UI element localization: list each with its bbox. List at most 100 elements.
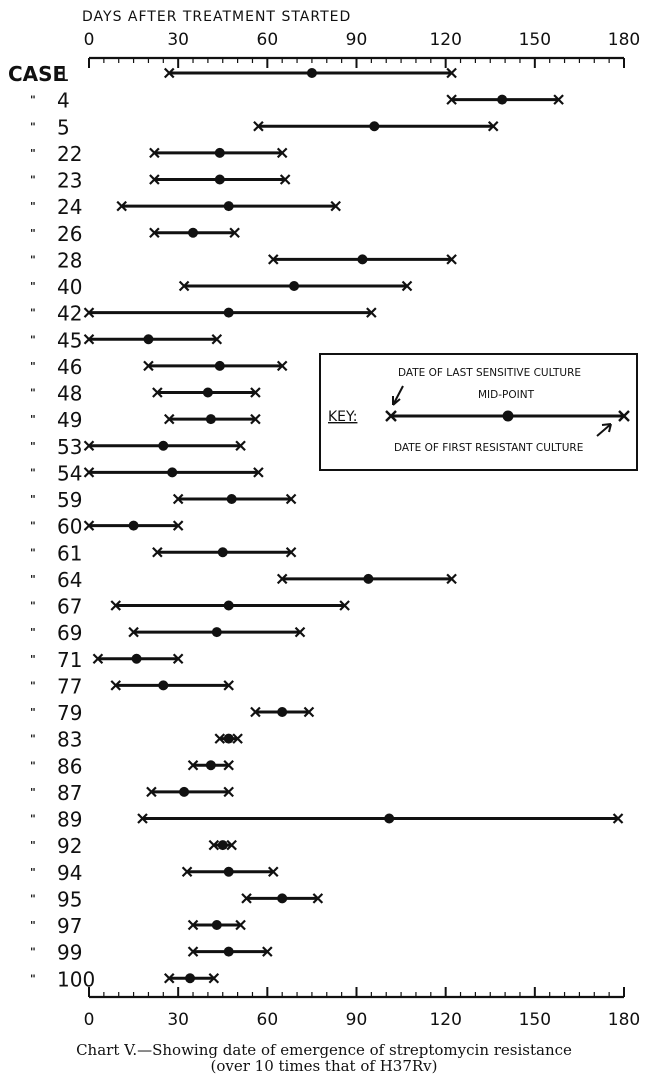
- ditto-mark: ": [30, 387, 36, 400]
- bottom-tick-label: 120: [429, 1010, 461, 1030]
- table-row: " 42: [30, 302, 377, 326]
- first-resistant-cross-icon: [276, 147, 288, 159]
- mid-point-dot-icon: [277, 893, 288, 904]
- last-sensitive-cross-icon: [214, 733, 226, 744]
- key-end-cross-icon: [618, 410, 630, 422]
- table-row: " 89: [30, 808, 624, 832]
- first-resistant-cross-icon: [211, 333, 223, 345]
- table-row: " 100: [30, 967, 220, 991]
- table-row: " 59: [30, 488, 297, 512]
- table-row: " 87: [30, 781, 234, 805]
- table-row: " 97: [30, 914, 246, 938]
- last-sensitive-cross-icon: [250, 706, 261, 718]
- first-resistant-cross-icon: [330, 200, 341, 212]
- ditto-mark: ": [30, 573, 36, 586]
- table-row: " 23: [30, 169, 291, 193]
- last-sensitive-cross-icon: [446, 94, 457, 105]
- mid-point-dot-icon: [223, 201, 234, 212]
- table-row: " 45: [30, 328, 223, 352]
- case-label: 46: [57, 355, 82, 379]
- key-last-sensitive-label: DATE OF LAST SENSITIVE CULTURE: [398, 367, 581, 379]
- last-sensitive-cross-icon: [253, 120, 264, 132]
- last-sensitive-cross-icon: [172, 493, 184, 505]
- case-label: 22: [57, 142, 82, 166]
- case-label: 59: [57, 488, 82, 512]
- ditto-mark: ": [30, 679, 36, 692]
- table-row: " 64: [30, 568, 457, 592]
- table-row: " 71: [30, 648, 184, 672]
- case-label: 71: [57, 648, 82, 672]
- table-row: " 22: [30, 142, 288, 166]
- table-row: " 40: [30, 275, 413, 299]
- ditto-mark: ": [30, 626, 36, 639]
- first-resistant-cross-icon: [312, 893, 324, 904]
- first-resistant-cross-icon: [366, 307, 377, 318]
- last-sensitive-cross-icon: [181, 866, 193, 878]
- case-label: 92: [57, 834, 82, 858]
- table-row: " 24: [30, 195, 341, 219]
- table-row: " 79: [30, 701, 315, 725]
- key-title: KEY:: [328, 409, 357, 425]
- first-resistant-cross-icon: [250, 387, 261, 398]
- last-sensitive-cross-icon: [110, 600, 122, 611]
- case-label: 23: [57, 169, 82, 193]
- mid-point-dot-icon: [202, 387, 213, 398]
- key-arrow-down-icon: [392, 385, 404, 406]
- top-tick-label: 150: [519, 30, 551, 50]
- table-row: " 86: [30, 754, 234, 778]
- last-sensitive-cross-icon: [83, 333, 95, 345]
- last-sensitive-cross-icon: [116, 200, 127, 212]
- case-label: 28: [57, 248, 82, 272]
- last-sensitive-cross-icon: [149, 227, 160, 239]
- bottom-tick-label: 0: [84, 1010, 95, 1030]
- ditto-mark: ": [30, 520, 36, 533]
- key-start-cross-icon: [385, 410, 397, 422]
- last-sensitive-cross-icon: [178, 280, 190, 292]
- first-resistant-cross-icon: [612, 813, 624, 824]
- mid-point-dot-icon: [384, 813, 395, 824]
- table-row: " 5: [30, 115, 499, 139]
- first-resistant-cross-icon: [446, 254, 457, 265]
- last-sensitive-cross-icon: [128, 626, 139, 638]
- ditto-mark: ": [30, 280, 36, 293]
- case-label: 77: [57, 674, 82, 698]
- top-tick-label: 90: [346, 30, 368, 50]
- first-resistant-cross-icon: [303, 706, 315, 718]
- mid-point-dot-icon: [217, 547, 228, 558]
- last-sensitive-cross-icon: [208, 839, 220, 851]
- ditto-mark: ": [30, 120, 36, 133]
- key-first-resistant-label: DATE OF FIRST RESISTANT CULTURE: [394, 442, 583, 454]
- mid-point-dot-icon: [131, 653, 142, 664]
- case-label: 69: [57, 621, 82, 645]
- table-row: " 53: [30, 435, 246, 459]
- table-row: " 54: [30, 461, 264, 485]
- first-resistant-cross-icon: [253, 467, 264, 478]
- caption-line-2: (over 10 times that of H37Rv): [210, 1057, 438, 1075]
- first-resistant-cross-icon: [446, 67, 457, 79]
- ditto-mark: ": [30, 972, 36, 985]
- table-row: " 77: [30, 674, 234, 698]
- ditto-mark: ": [30, 653, 36, 666]
- table-row: " 94: [30, 861, 279, 885]
- last-sensitive-cross-icon: [83, 467, 95, 478]
- first-resistant-cross-icon: [279, 174, 291, 185]
- case-label: 95: [57, 887, 82, 911]
- first-resistant-cross-icon: [223, 759, 234, 771]
- case-label: 64: [57, 568, 82, 592]
- case-label: 94: [57, 861, 82, 885]
- first-resistant-cross-icon: [339, 600, 350, 611]
- first-resistant-cross-icon: [401, 280, 413, 292]
- first-resistant-cross-icon: [285, 546, 297, 558]
- case-label: 61: [57, 541, 82, 565]
- mid-point-dot-icon: [214, 174, 225, 185]
- mid-point-dot-icon: [188, 227, 199, 238]
- ditto-mark: ": [30, 706, 36, 719]
- first-resistant-cross-icon: [262, 946, 273, 957]
- first-resistant-cross-icon: [208, 972, 220, 984]
- ditto-mark: ": [30, 227, 36, 240]
- mid-point-dot-icon: [277, 707, 288, 717]
- mid-point-dot-icon: [223, 600, 234, 611]
- top-tick-label: 120: [429, 30, 461, 50]
- first-resistant-cross-icon: [446, 573, 457, 585]
- ditto-mark: ": [30, 892, 36, 905]
